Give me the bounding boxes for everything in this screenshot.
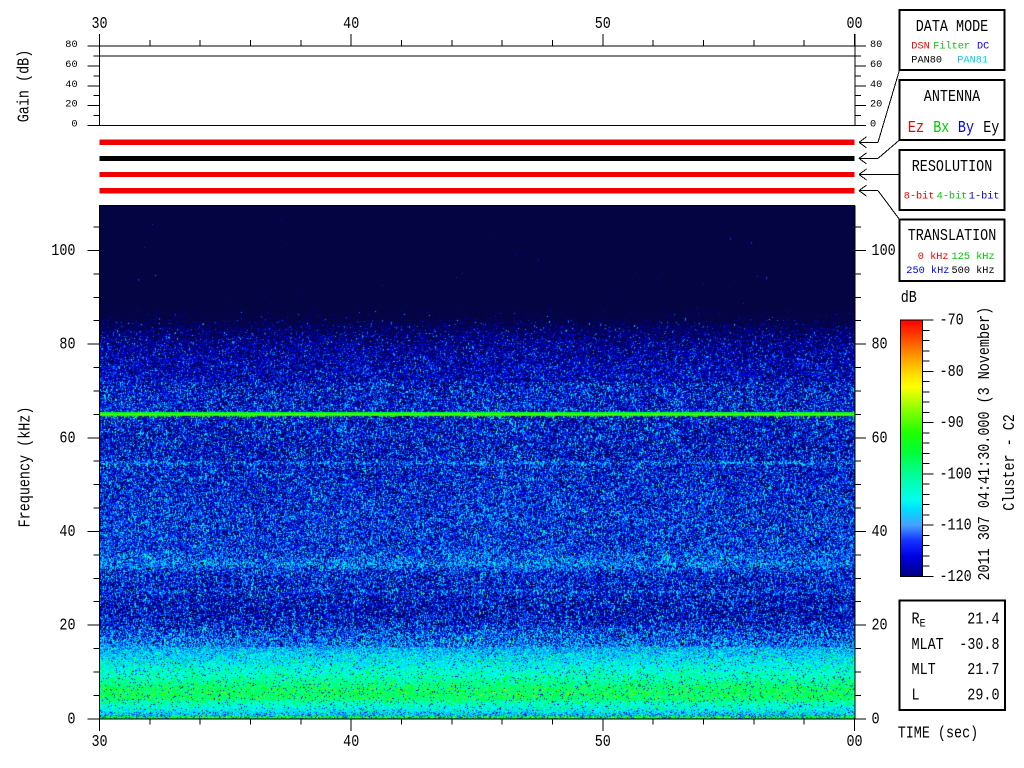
svg-text:RESOLUTION: RESOLUTION [912, 158, 993, 177]
svg-text:125 kHz: 125 kHz [952, 251, 995, 263]
svg-text:-110: -110 [940, 517, 972, 536]
svg-text:Filter: Filter [933, 41, 970, 53]
svg-text:500 kHz: 500 kHz [952, 265, 995, 277]
svg-text:4-bit: 4-bit [937, 191, 968, 203]
svg-text:PAN80: PAN80 [911, 54, 942, 66]
svg-text:250 kHz: 250 kHz [906, 265, 949, 277]
svg-text:-90: -90 [940, 414, 964, 433]
svg-text:60: 60 [872, 429, 888, 448]
svg-text:-80: -80 [940, 363, 964, 382]
svg-text:50: 50 [595, 15, 611, 34]
svg-text:dB: dB [901, 289, 917, 308]
svg-text:-100: -100 [940, 465, 972, 484]
svg-text:Ey: Ey [983, 119, 999, 138]
svg-text:Bx: Bx [933, 119, 949, 138]
svg-text:L: L [912, 686, 920, 705]
svg-text:30: 30 [91, 15, 107, 34]
svg-text:R: R [912, 611, 920, 630]
svg-text:29.0: 29.0 [967, 686, 999, 705]
svg-text:DATA MODE: DATA MODE [916, 18, 989, 37]
svg-text:20: 20 [65, 99, 77, 111]
svg-text:Ez: Ez [908, 119, 924, 138]
svg-text:-120: -120 [940, 568, 972, 587]
svg-text:DSN: DSN [911, 41, 930, 53]
svg-text:Gain (dB): Gain (dB) [16, 50, 35, 123]
svg-text:20: 20 [870, 99, 882, 111]
svg-text:0: 0 [71, 119, 77, 131]
svg-text:Cluster - C2: Cluster - C2 [1001, 414, 1020, 511]
svg-text:MLT: MLT [912, 661, 936, 680]
svg-text:40: 40 [872, 523, 888, 542]
svg-text:TIME (sec): TIME (sec) [898, 725, 979, 744]
svg-text:60: 60 [59, 429, 75, 448]
svg-text:00: 00 [846, 733, 862, 752]
svg-text:80: 80 [872, 336, 888, 355]
svg-text:0: 0 [872, 710, 880, 729]
svg-text:21.4: 21.4 [967, 611, 999, 630]
svg-text:80: 80 [59, 336, 75, 355]
svg-text:8-bit: 8-bit [904, 191, 935, 203]
svg-text:30: 30 [91, 733, 107, 752]
svg-text:-30.8: -30.8 [959, 636, 999, 655]
svg-text:50: 50 [595, 733, 611, 752]
svg-text:00: 00 [846, 15, 862, 34]
svg-text:TRANSLATION: TRANSLATION [908, 227, 997, 246]
svg-text:40: 40 [343, 15, 359, 34]
svg-text:ANTENNA: ANTENNA [924, 88, 981, 107]
svg-text:PAN81: PAN81 [957, 54, 988, 66]
svg-text:100: 100 [51, 242, 75, 261]
svg-text:2011 307 04:41:30.000 (3 Novem: 2011 307 04:41:30.000 (3 November) [976, 307, 995, 581]
svg-text:E: E [920, 619, 927, 631]
svg-text:80: 80 [65, 39, 77, 51]
svg-text:40: 40 [59, 523, 75, 542]
svg-text:Frequency (kHz): Frequency (kHz) [17, 407, 36, 528]
svg-text:60: 60 [870, 59, 882, 71]
svg-text:40: 40 [870, 79, 882, 91]
svg-text:40: 40 [65, 79, 77, 91]
svg-text:20: 20 [59, 617, 75, 636]
svg-text:0 kHz: 0 kHz [918, 251, 949, 263]
svg-text:MLAT: MLAT [912, 636, 944, 655]
svg-text:-70: -70 [940, 312, 964, 331]
svg-text:40: 40 [343, 733, 359, 752]
svg-text:DC: DC [977, 41, 989, 53]
svg-text:21.7: 21.7 [967, 661, 999, 680]
svg-text:60: 60 [65, 59, 77, 71]
svg-text:0: 0 [870, 119, 876, 131]
svg-text:100: 100 [872, 242, 896, 261]
svg-text:0: 0 [67, 710, 75, 729]
svg-text:20: 20 [872, 617, 888, 636]
svg-text:80: 80 [870, 39, 882, 51]
svg-text:1-bit: 1-bit [969, 191, 1000, 203]
svg-text:By: By [958, 119, 974, 138]
